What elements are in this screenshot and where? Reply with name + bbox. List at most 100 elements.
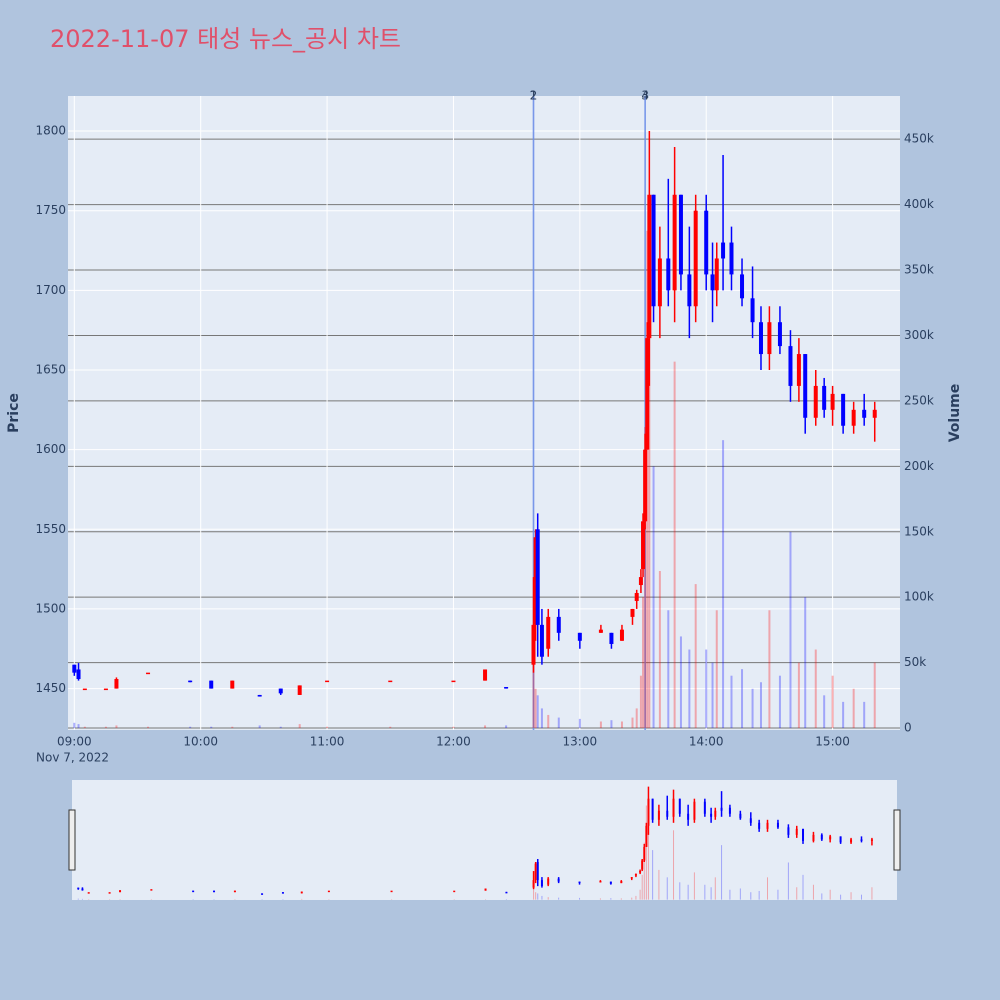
y2-axis-title: Volume (947, 384, 963, 443)
slider-candle-body (850, 839, 853, 843)
slider-volume-bar (535, 892, 537, 900)
candle-body (862, 409, 867, 418)
slider-volume-bar (710, 887, 712, 900)
candle-body (687, 274, 692, 307)
slider-volume-bar (213, 899, 215, 900)
candle-body (822, 385, 827, 410)
volume-bar (557, 717, 560, 729)
candle-body (651, 194, 656, 307)
volume-bar (730, 675, 733, 729)
candle-body (72, 664, 77, 673)
slider-volume-bar (750, 892, 752, 900)
slider-volume-bar (802, 874, 804, 900)
volume-bar (532, 649, 535, 729)
volume-bar (768, 610, 771, 729)
volume-bar (797, 662, 800, 729)
slider-candle-body (839, 836, 842, 843)
volume-bar (578, 718, 581, 729)
slider-candle-body (327, 890, 330, 893)
slider-candle-body (728, 807, 731, 814)
volume-bar (189, 726, 192, 729)
y-tick-label: 1450 (35, 681, 66, 695)
volume-bar (639, 675, 642, 729)
volume-bar (648, 270, 651, 729)
slider-volume-bar (729, 889, 731, 900)
volume-bar (147, 726, 150, 729)
volume-bar (326, 726, 329, 729)
candle-body (76, 669, 81, 680)
volume-bar (610, 720, 613, 729)
slider-candle-body (687, 813, 690, 820)
slider-candle-body (547, 878, 550, 885)
slider-candle-body (150, 889, 153, 891)
candle-body (535, 529, 540, 625)
slider-volume-bar (639, 889, 641, 900)
slider-volume-bar (871, 887, 873, 900)
volume-bar (715, 610, 718, 729)
candle-body (643, 449, 648, 522)
volume-bar (646, 230, 649, 729)
news-label: 1 (530, 89, 538, 103)
candle-body (767, 322, 772, 355)
candle-body (546, 616, 551, 649)
slider-volume-bar (860, 894, 862, 900)
candle-body (531, 624, 536, 665)
slider-candle-body (261, 893, 264, 895)
slider-volume-bar (77, 898, 79, 900)
slider-volume-bar (850, 892, 852, 900)
slider-volume-bar (840, 894, 842, 900)
y-tick-label: 1650 (35, 362, 66, 376)
slider-volume-bar (714, 877, 716, 900)
slider-volume-bar (579, 897, 581, 900)
slider-candle-body (599, 881, 602, 883)
candle-body (657, 258, 662, 307)
y2-tick-label: 50k (904, 655, 926, 669)
slider-volume-bar (767, 877, 769, 900)
slider-volume-bar (645, 805, 647, 900)
volume-bar (231, 726, 234, 729)
volume-bar (863, 701, 866, 729)
slider-candle-body (829, 836, 832, 840)
slider-candle-body (108, 892, 111, 894)
slider-volume-bar (610, 898, 612, 900)
volume-bar (484, 725, 487, 729)
slider-candle-body (758, 822, 761, 829)
slider-volume-bar (485, 899, 487, 900)
slider-candle-body (192, 890, 195, 893)
y-tick-label: 1550 (35, 522, 66, 536)
candle-body (796, 354, 801, 386)
slider-candle-body (766, 822, 769, 829)
candle-body (504, 686, 509, 689)
candle-body (841, 393, 846, 426)
slider-volume-bar (453, 899, 455, 900)
slider-candle-body (639, 871, 642, 873)
slider-volume-bar (234, 899, 236, 900)
y2-tick-label: 450k (904, 132, 934, 146)
y-tick-label: 1750 (35, 203, 66, 217)
candle-body (539, 624, 544, 657)
slider-volume-bar (537, 893, 539, 900)
candle-body (483, 669, 488, 681)
slider-candle-body (802, 828, 805, 841)
slider-volume-bar (796, 887, 798, 900)
slider-candle-body (641, 860, 644, 870)
slider-volume-bar (647, 812, 649, 900)
slider-handle[interactable] (68, 809, 76, 871)
slider-candle-body (77, 887, 80, 890)
volume-bar (83, 726, 86, 729)
candle-body (325, 680, 330, 683)
volume-bar (673, 361, 676, 729)
slider-candle-body (532, 880, 535, 888)
x-tick-label: 14:00 (689, 735, 724, 749)
slider-volume-bar (643, 842, 645, 900)
slider-volume-bar (658, 869, 660, 900)
slider-volume-bar (812, 884, 814, 900)
volume-bar (505, 725, 508, 729)
volume-bar (658, 571, 661, 729)
slider-volume-bar (558, 897, 560, 900)
slider-handle[interactable] (893, 809, 901, 871)
slider-volume-bar (829, 889, 831, 900)
y-tick-label: 1700 (35, 283, 66, 297)
range-slider[interactable] (72, 780, 897, 900)
candle-body (666, 258, 671, 291)
